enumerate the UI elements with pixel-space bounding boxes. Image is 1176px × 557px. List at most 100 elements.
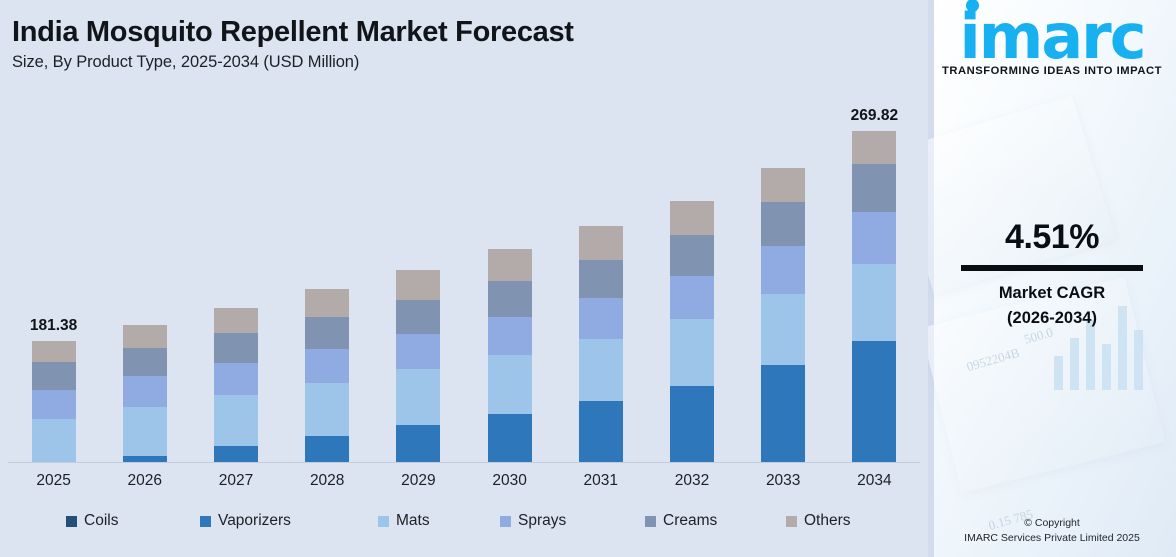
bar-segment-mats[interactable] bbox=[669, 319, 714, 386]
cagr-divider bbox=[961, 265, 1143, 271]
bar-group[interactable]: 240.40 bbox=[646, 100, 737, 463]
bar-segment-sprays[interactable] bbox=[396, 333, 441, 370]
x-axis-tick-2034: 2034 bbox=[857, 472, 892, 489]
bar-group[interactable]: 220.10 bbox=[464, 100, 555, 463]
copyright-line-2: IMARC Services Private Limited 2025 bbox=[964, 532, 1140, 545]
bar-segment-mats[interactable] bbox=[761, 293, 806, 365]
bar-segment-sprays[interactable] bbox=[213, 362, 258, 396]
legend-swatch-icon bbox=[66, 515, 77, 527]
bar-segment-vaporizers[interactable] bbox=[761, 364, 806, 463]
legend-swatch-icon bbox=[500, 515, 511, 527]
bar-group[interactable]: 229.80 bbox=[555, 100, 646, 463]
bar-value-label: 181.38 bbox=[29, 317, 78, 334]
bar-segment-creams[interactable] bbox=[761, 202, 806, 247]
bar-segment-sprays[interactable] bbox=[31, 389, 76, 420]
bar-segment-vaporizers[interactable] bbox=[487, 413, 532, 463]
plot-area: 181.38 188.30195.47203.10211.25220.10229.… bbox=[0, 100, 928, 463]
bar-segment-mats[interactable] bbox=[578, 338, 623, 401]
bar-segment-mats[interactable] bbox=[31, 419, 76, 463]
x-axis-tick-2026: 2026 bbox=[127, 472, 163, 489]
bar-segment-others[interactable] bbox=[213, 307, 258, 333]
legend-label: Vaporizers bbox=[218, 512, 291, 529]
bar-group[interactable]: 269.82 bbox=[829, 100, 920, 463]
bar-group[interactable]: 188.30 bbox=[99, 100, 190, 463]
bar-segment-creams[interactable] bbox=[578, 260, 623, 299]
stacked-bar[interactable] bbox=[487, 249, 532, 463]
bar-segment-vaporizers[interactable] bbox=[852, 341, 897, 463]
bar-group[interactable]: 254.20 bbox=[738, 100, 829, 463]
bar-segment-others[interactable] bbox=[31, 341, 76, 363]
legend-item-coils[interactable]: Coils bbox=[66, 512, 118, 530]
x-axis-tick-2032: 2032 bbox=[674, 472, 710, 489]
bar-segment-creams[interactable] bbox=[213, 332, 258, 363]
bar-segment-creams[interactable] bbox=[122, 347, 167, 377]
stacked-bar[interactable] bbox=[761, 168, 806, 463]
bar-segment-creams[interactable] bbox=[396, 300, 441, 334]
cagr-block: 4.51% Market CAGR (2026-2034) bbox=[928, 218, 1176, 331]
legend-item-creams[interactable]: Creams bbox=[645, 512, 717, 530]
bar-segment-sprays[interactable] bbox=[852, 212, 897, 265]
bar-segment-creams[interactable] bbox=[487, 281, 532, 317]
bar-segment-mats[interactable] bbox=[122, 407, 167, 456]
bar-segment-mats[interactable] bbox=[305, 382, 350, 437]
bar-segment-vaporizers[interactable] bbox=[213, 446, 258, 463]
bar-segment-others[interactable] bbox=[578, 226, 623, 261]
stacked-bar[interactable] bbox=[852, 131, 897, 463]
bar-segment-mats[interactable] bbox=[852, 264, 897, 342]
legend-item-others[interactable]: Others bbox=[786, 512, 851, 530]
x-axis-tick-2033: 2033 bbox=[765, 472, 801, 489]
legend-item-mats[interactable]: Mats bbox=[378, 512, 430, 530]
stacked-bar[interactable] bbox=[305, 289, 350, 463]
stacked-bar[interactable] bbox=[213, 307, 258, 463]
bar-segment-creams[interactable] bbox=[305, 317, 350, 349]
bar-segment-others[interactable] bbox=[487, 249, 532, 282]
stacked-bar[interactable] bbox=[669, 200, 714, 463]
bar-segment-creams[interactable] bbox=[31, 362, 76, 390]
bar-group[interactable]: 195.47 bbox=[190, 100, 281, 463]
bar-segment-creams[interactable] bbox=[852, 164, 897, 213]
logo-tagline: TRANSFORMING IDEAS INTO IMPACT bbox=[942, 64, 1162, 77]
stacked-bar[interactable] bbox=[31, 341, 76, 463]
bar-segment-vaporizers[interactable] bbox=[122, 455, 167, 463]
bar-segment-sprays[interactable] bbox=[669, 275, 714, 320]
chart-legend: Coils Vaporizers Mats Sprays Creams Others bbox=[0, 512, 928, 546]
brand-panel: 0952204B 500.0 0.15 785 imarc TRANSFORMI… bbox=[928, 0, 1176, 557]
bar-segment-others[interactable] bbox=[852, 131, 897, 165]
legend-label: Coils bbox=[84, 512, 119, 529]
stacked-bar[interactable] bbox=[578, 226, 623, 463]
bar-group[interactable]: 203.10 bbox=[282, 100, 373, 463]
bar-segment-sprays[interactable] bbox=[487, 316, 532, 355]
legend-swatch-icon bbox=[378, 515, 389, 527]
legend-item-vaporizers[interactable]: Vaporizers bbox=[200, 512, 291, 530]
logo-text: imarc bbox=[959, 0, 1146, 73]
bar-segment-others[interactable] bbox=[761, 168, 806, 203]
bar-segment-others[interactable] bbox=[669, 200, 714, 236]
bar-segment-vaporizers[interactable] bbox=[396, 425, 441, 463]
page-title: India Mosquito Repellent Market Forecast bbox=[12, 16, 574, 48]
legend-item-sprays[interactable]: Sprays bbox=[500, 512, 566, 530]
bar-segment-mats[interactable] bbox=[396, 369, 441, 426]
bar-segment-vaporizers[interactable] bbox=[578, 401, 623, 463]
bar-group[interactable]: 211.25 bbox=[373, 100, 464, 463]
bar-segment-others[interactable] bbox=[305, 289, 350, 318]
bar-segment-others[interactable] bbox=[122, 324, 167, 348]
bar-segment-sprays[interactable] bbox=[305, 348, 350, 383]
bar-segment-sprays[interactable] bbox=[578, 298, 623, 339]
x-axis-tick-2029: 2029 bbox=[401, 472, 436, 489]
x-axis-tick-2025: 2025 bbox=[36, 472, 71, 489]
x-axis-labels: 2025 2026 2027 2028 2029 2030 2031 2032 2033 2034 bbox=[0, 466, 928, 496]
stacked-bar[interactable] bbox=[122, 324, 167, 463]
bar-group[interactable]: 181.38 bbox=[8, 100, 99, 463]
copyright-line-1: © Copyright bbox=[1024, 516, 1080, 529]
stacked-bar[interactable] bbox=[396, 270, 441, 463]
x-axis-tick-2027: 2027 bbox=[218, 472, 254, 489]
bar-segment-sprays[interactable] bbox=[761, 246, 806, 294]
imarc-logo: imarc TRANSFORMING IDEAS INTO IMPACT bbox=[928, 0, 1176, 77]
bar-segment-sprays[interactable] bbox=[122, 376, 167, 408]
bar-segment-mats[interactable] bbox=[213, 395, 258, 447]
bar-segment-vaporizers[interactable] bbox=[669, 385, 714, 463]
bar-segment-vaporizers[interactable] bbox=[305, 436, 350, 463]
bar-segment-others[interactable] bbox=[396, 270, 441, 301]
bar-segment-mats[interactable] bbox=[487, 354, 532, 414]
bar-segment-creams[interactable] bbox=[669, 235, 714, 276]
